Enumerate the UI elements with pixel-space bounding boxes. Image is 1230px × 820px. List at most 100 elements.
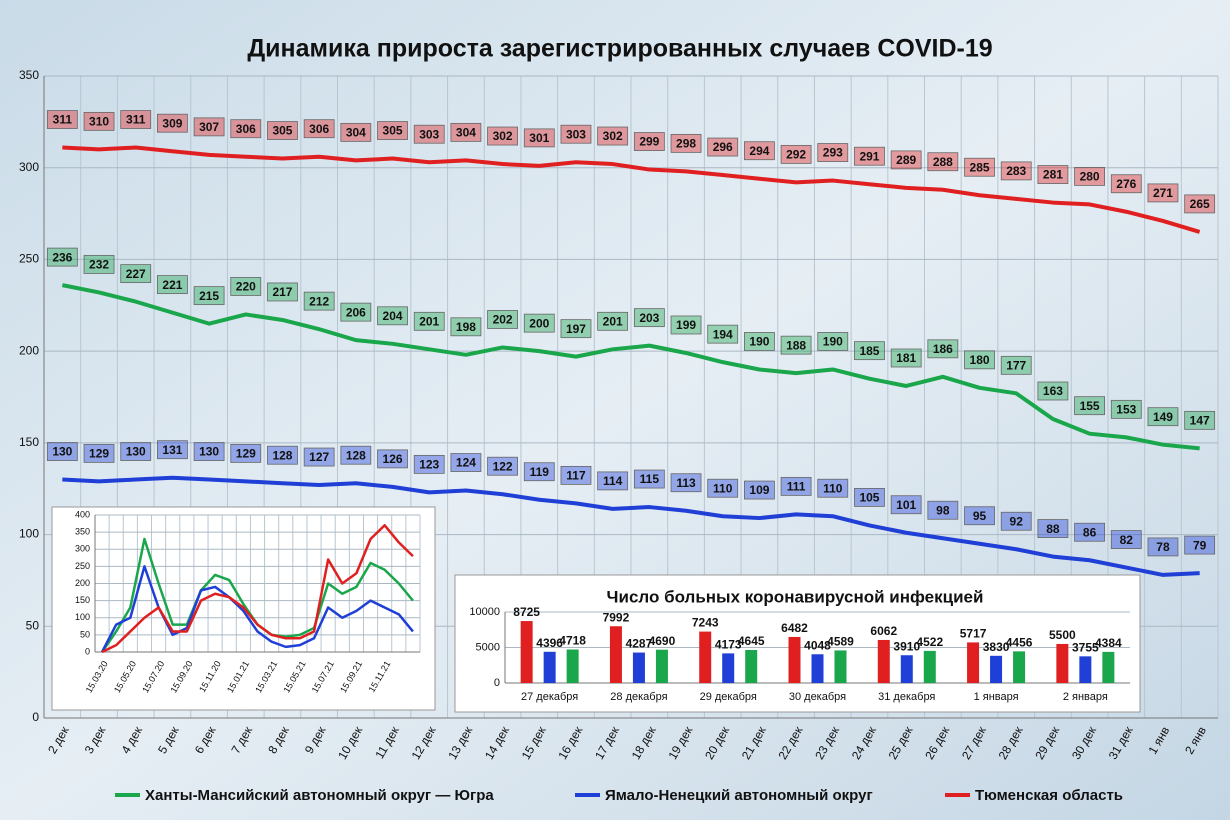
data-label: 4645 xyxy=(738,634,765,648)
data-label: 3910 xyxy=(893,639,920,653)
data-label: 177 xyxy=(1006,359,1026,373)
data-label: 289 xyxy=(896,153,916,167)
data-label: 4287 xyxy=(626,637,653,651)
data-label: 4718 xyxy=(559,634,586,648)
label-box xyxy=(340,445,372,465)
data-label: 309 xyxy=(162,116,182,130)
bar xyxy=(609,626,622,683)
data-label: 113 xyxy=(676,476,696,490)
data-label: 197 xyxy=(566,322,586,336)
label-box xyxy=(560,124,592,144)
label-box xyxy=(780,335,812,355)
x-tick-label: 2 января xyxy=(1063,691,1108,703)
label-box xyxy=(193,117,225,137)
label-box xyxy=(450,122,482,142)
data-label: 201 xyxy=(603,314,623,328)
data-label: 292 xyxy=(786,148,806,162)
label-box xyxy=(413,124,445,144)
data-label: 190 xyxy=(823,335,843,349)
data-label: 307 xyxy=(199,120,219,134)
label-box xyxy=(633,132,665,151)
label-box xyxy=(303,119,335,139)
label-box xyxy=(157,275,188,295)
label-box xyxy=(120,442,152,461)
data-label: 110 xyxy=(823,481,843,495)
label-box xyxy=(633,308,665,328)
label-box xyxy=(157,440,188,460)
data-label: 5500 xyxy=(1049,628,1076,642)
label-box xyxy=(1110,399,1142,419)
bar xyxy=(699,631,712,683)
data-label: 180 xyxy=(970,353,990,367)
data-label: 305 xyxy=(272,124,292,138)
data-label: 86 xyxy=(1083,525,1097,539)
label-box xyxy=(597,311,629,331)
data-label: 311 xyxy=(126,113,146,127)
label-box xyxy=(46,247,78,267)
label-box xyxy=(780,476,812,496)
data-label: 4589 xyxy=(827,635,854,649)
data-label: 215 xyxy=(199,289,219,303)
data-label: 4048 xyxy=(804,638,831,652)
data-label: 283 xyxy=(1006,164,1026,178)
data-label: 301 xyxy=(529,131,549,145)
label-box xyxy=(817,143,849,162)
label-box xyxy=(120,110,152,129)
label-box xyxy=(267,445,298,465)
bar xyxy=(1079,656,1092,683)
data-label: 185 xyxy=(859,344,879,358)
label-box xyxy=(560,319,592,339)
data-label: 130 xyxy=(52,445,72,459)
label-box xyxy=(377,306,408,326)
legend-label: Ханты-Мансийский автономный округ — Югра xyxy=(145,787,494,804)
bar xyxy=(722,653,735,683)
data-label: 186 xyxy=(933,342,953,356)
data-label: 227 xyxy=(126,267,146,281)
bar xyxy=(1056,643,1069,683)
data-label: 4690 xyxy=(649,634,676,648)
data-label: 128 xyxy=(272,448,292,462)
label-box xyxy=(193,286,225,306)
bar xyxy=(990,655,1003,683)
bar xyxy=(1102,651,1115,683)
bar xyxy=(900,655,913,683)
label-box xyxy=(744,141,775,161)
data-label: 109 xyxy=(749,483,769,497)
series-line xyxy=(101,524,414,654)
data-label: 280 xyxy=(1080,170,1100,184)
data-label: 6062 xyxy=(870,624,897,638)
data-label: 123 xyxy=(419,458,439,472)
series-line xyxy=(100,565,414,653)
data-label: 4173 xyxy=(715,638,742,652)
label-box xyxy=(707,324,739,344)
bar xyxy=(811,654,824,683)
data-label: 115 xyxy=(640,472,660,486)
y-tick-label: 400 xyxy=(75,509,90,519)
data-label: 204 xyxy=(383,309,403,323)
bar xyxy=(745,650,758,683)
data-label: 291 xyxy=(859,149,879,163)
y-tick-label: 10000 xyxy=(469,606,500,618)
x-tick-label: 30 декабря xyxy=(789,691,846,703)
series-line xyxy=(61,283,1200,451)
bar xyxy=(655,649,668,683)
data-label: 7992 xyxy=(603,610,630,624)
label-box xyxy=(83,443,115,463)
label-box xyxy=(890,150,922,170)
bar xyxy=(923,650,936,683)
data-label: 296 xyxy=(713,140,733,154)
data-label: 111 xyxy=(787,480,806,494)
bar xyxy=(788,636,801,683)
label-box xyxy=(1184,410,1216,430)
data-label: 3830 xyxy=(983,640,1010,654)
label-box xyxy=(1000,355,1032,375)
label-box xyxy=(46,110,78,129)
data-label: 4456 xyxy=(1006,636,1033,650)
data-label: 6482 xyxy=(781,621,808,635)
y-tick-label: 5000 xyxy=(476,641,500,653)
label-box xyxy=(1074,396,1105,416)
data-label: 163 xyxy=(1043,384,1063,398)
label-box xyxy=(413,311,445,331)
